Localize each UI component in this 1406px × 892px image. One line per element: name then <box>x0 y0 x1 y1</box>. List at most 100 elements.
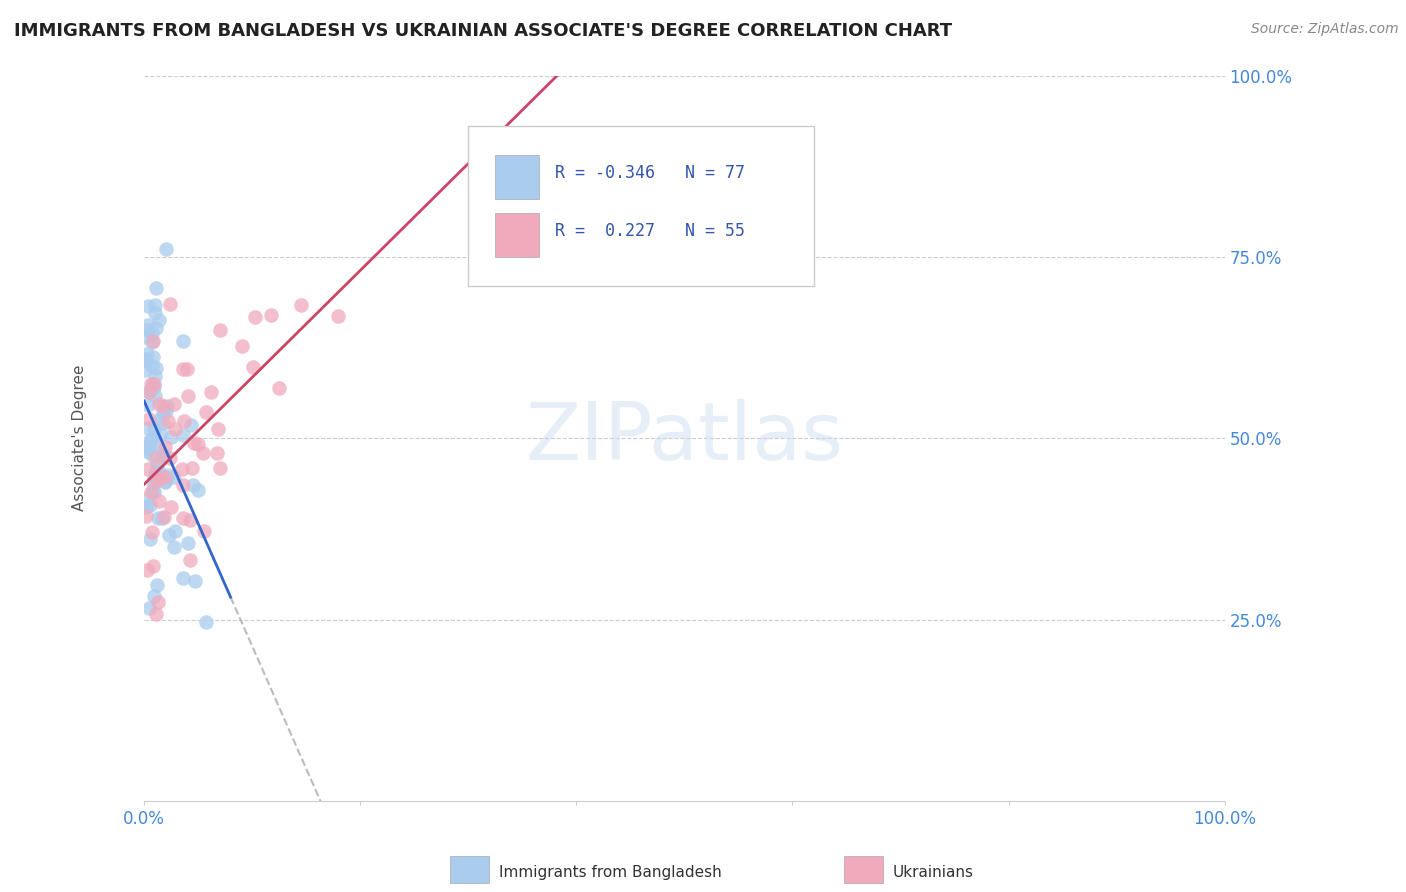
Point <box>139 533 162 547</box>
Point <box>181 478 204 492</box>
Point <box>193 524 215 538</box>
Point <box>145 577 167 591</box>
Point <box>153 440 176 454</box>
Point <box>142 380 165 394</box>
Point <box>136 299 159 313</box>
Point <box>153 474 176 488</box>
Point <box>153 448 176 462</box>
Point <box>157 528 180 542</box>
Point <box>243 310 266 325</box>
Point <box>138 411 160 425</box>
Point <box>326 309 349 323</box>
Point <box>195 405 218 419</box>
Point <box>179 553 201 567</box>
Point <box>146 458 169 472</box>
Text: R =  0.227   N = 55: R = 0.227 N = 55 <box>555 222 745 241</box>
Point <box>143 389 166 403</box>
Point <box>134 353 156 368</box>
Point <box>139 484 162 499</box>
Point <box>180 417 202 432</box>
FancyBboxPatch shape <box>468 127 814 285</box>
Point <box>156 468 179 483</box>
Point <box>135 444 157 458</box>
Point <box>136 346 159 360</box>
Point <box>155 242 177 256</box>
Point <box>153 475 176 489</box>
Point <box>159 430 181 444</box>
Point <box>142 334 165 348</box>
Point <box>134 351 156 366</box>
Text: Ukrainians: Ukrainians <box>893 865 974 880</box>
Point <box>163 524 186 539</box>
Point <box>142 559 165 574</box>
Point <box>187 483 209 497</box>
Text: ZIPatlas: ZIPatlas <box>526 400 844 477</box>
Point <box>176 536 198 550</box>
Point <box>138 434 160 448</box>
Point <box>142 476 165 491</box>
Point <box>148 313 170 327</box>
Point <box>155 404 177 418</box>
Point <box>183 436 205 450</box>
Point <box>191 446 214 460</box>
Point <box>153 510 176 524</box>
Point <box>138 384 160 399</box>
Point <box>148 493 170 508</box>
Point <box>135 439 157 453</box>
Point <box>135 500 157 515</box>
Point <box>141 524 163 539</box>
Point <box>207 446 229 460</box>
Point <box>160 500 183 514</box>
Point <box>172 334 194 348</box>
Point <box>141 382 163 396</box>
Point <box>172 511 194 525</box>
Point <box>177 389 200 403</box>
Point <box>176 362 198 376</box>
Point <box>143 471 166 485</box>
Point <box>138 323 160 337</box>
Point <box>152 448 174 462</box>
Point <box>159 297 181 311</box>
Point <box>145 361 167 376</box>
Point <box>200 385 222 400</box>
Point <box>181 460 204 475</box>
Point <box>142 350 165 364</box>
Point <box>148 397 170 411</box>
Point <box>183 574 205 588</box>
Point <box>134 441 156 455</box>
Point <box>172 427 194 442</box>
Point <box>135 509 157 524</box>
Point <box>145 281 167 295</box>
Point <box>267 381 290 395</box>
Point <box>156 414 179 428</box>
Point <box>194 615 217 630</box>
Point <box>152 399 174 413</box>
Point <box>145 607 167 622</box>
Point <box>138 385 160 400</box>
Point <box>146 511 169 525</box>
Point <box>139 441 162 455</box>
Point <box>136 398 159 412</box>
FancyBboxPatch shape <box>495 155 538 199</box>
Point <box>150 427 173 442</box>
Point <box>170 462 193 476</box>
Point <box>172 477 194 491</box>
Point <box>138 600 160 615</box>
Point <box>152 406 174 420</box>
Point <box>165 422 187 436</box>
Point <box>152 417 174 431</box>
Point <box>134 491 156 506</box>
Point <box>209 460 232 475</box>
Point <box>135 563 157 577</box>
Point <box>142 377 165 392</box>
Point <box>150 511 173 525</box>
Point <box>134 329 156 343</box>
Point <box>142 423 165 437</box>
Point <box>146 595 169 609</box>
Point <box>156 399 179 413</box>
Point <box>145 450 167 465</box>
Point <box>141 359 163 374</box>
Point <box>138 420 160 434</box>
Point <box>141 334 163 349</box>
Point <box>149 412 172 426</box>
